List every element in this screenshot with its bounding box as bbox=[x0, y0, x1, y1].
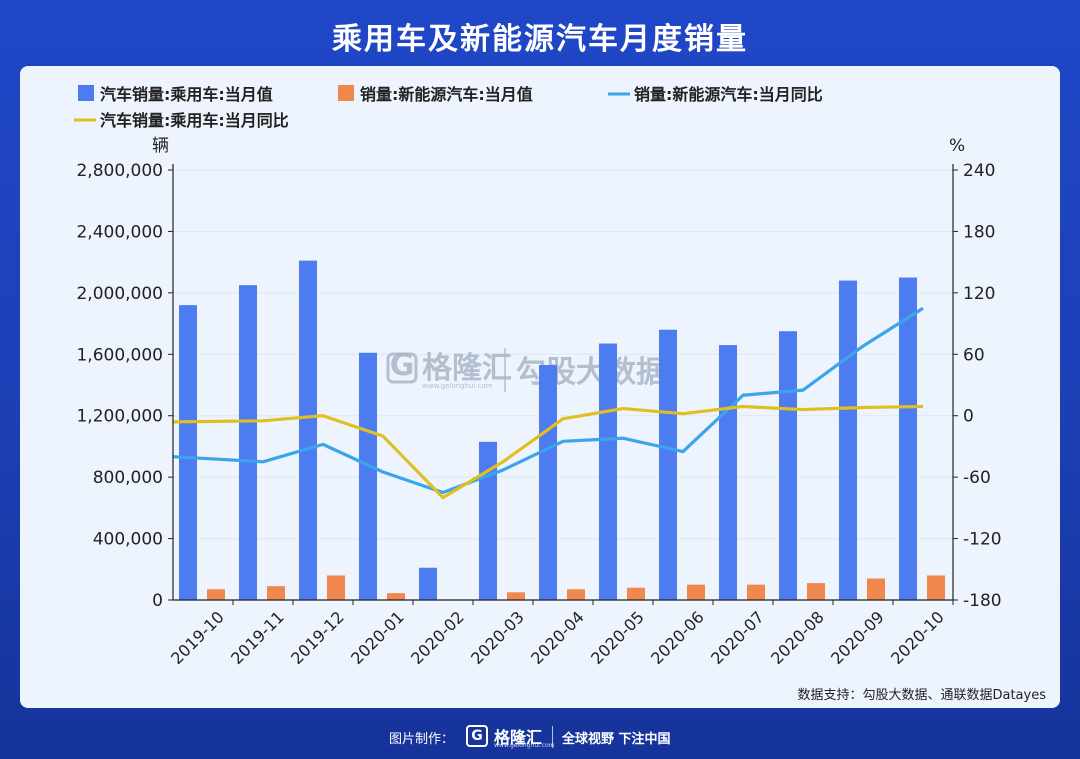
bar-passenger-sales bbox=[779, 331, 797, 600]
watermark-partner: 勾股大数据 bbox=[516, 355, 666, 390]
legend-label-4: 汽车销量:乘用车:当月同比 bbox=[100, 111, 289, 130]
legend-swatch-1 bbox=[78, 85, 94, 101]
footer-divider bbox=[552, 726, 553, 748]
footer: 图片制作： G 格隆汇 www.gelonghui.com 全球视野 下注中国 bbox=[0, 720, 1080, 754]
bar-passenger-sales bbox=[479, 441, 497, 600]
y-tick-label: 800,000 bbox=[93, 468, 163, 488]
y2-tick-label: 0 bbox=[963, 407, 974, 427]
legend-swatch-2 bbox=[338, 85, 354, 101]
bar-passenger-sales bbox=[239, 285, 257, 600]
y2-tick-label: 180 bbox=[963, 222, 995, 242]
y2-axis-label: % bbox=[949, 136, 965, 156]
y-tick-label: 1,600,000 bbox=[76, 345, 163, 365]
legend-label-3: 销量:新能源汽车:当月同比 bbox=[634, 85, 823, 104]
chart-card: 汽车销量:乘用车:当月值 销量:新能源汽车:当月值 销量:新能源汽车:当月同比汽车销… bbox=[20, 66, 1060, 708]
x-tick-label: 2020-08 bbox=[767, 607, 828, 668]
bar-passenger-sales bbox=[839, 280, 857, 600]
combo-chart: 汽车销量:乘用车:当月值 销量:新能源汽车:当月值 销量:新能源汽车:当月同比汽车销… bbox=[74, 85, 1046, 703]
y2-tick-label: 120 bbox=[963, 284, 995, 304]
bar-nev-sales bbox=[567, 589, 585, 600]
x-tick-label: 2020-06 bbox=[647, 607, 708, 668]
line-nev-yoy bbox=[172, 306, 924, 495]
bar-nev-sales bbox=[867, 578, 885, 600]
y2-tick-label: 240 bbox=[963, 161, 995, 181]
y-tick-label: 2,000,000 bbox=[76, 284, 163, 304]
y-tick-label: 1,200,000 bbox=[76, 407, 163, 427]
source-note: 数据支持：勾股大数据、通联数据Datayes bbox=[797, 688, 1046, 703]
x-tick-label: 2020-05 bbox=[587, 607, 648, 668]
x-tick-label: 2020-01 bbox=[347, 607, 408, 668]
footer-url: www.gelonghui.com bbox=[494, 742, 555, 749]
y2-tick-label: 60 bbox=[963, 345, 985, 365]
bar-passenger-sales bbox=[719, 345, 737, 600]
x-tick-label: 2019-10 bbox=[167, 607, 228, 668]
x-tick-label: 2020-04 bbox=[527, 607, 588, 668]
bar-passenger-sales bbox=[179, 305, 197, 600]
watermark-brand: 格隆汇 bbox=[422, 351, 512, 386]
bar-nev-sales bbox=[747, 584, 765, 600]
y-tick-label: 0 bbox=[152, 591, 163, 611]
y2-tick-label: -60 bbox=[963, 468, 991, 488]
x-tick-label: 2019-12 bbox=[287, 607, 348, 668]
y-tick-label: 400,000 bbox=[93, 530, 163, 550]
bar-passenger-sales bbox=[659, 329, 677, 600]
bar-passenger-sales bbox=[359, 352, 377, 600]
y-tick-label: 2,800,000 bbox=[76, 161, 163, 181]
bar-nev-sales bbox=[507, 592, 525, 600]
bar-passenger-sales bbox=[299, 260, 317, 600]
legend: 汽车销量:乘用车:当月值 销量:新能源汽车:当月值 销量:新能源汽车:当月同比汽车销… bbox=[74, 85, 823, 130]
footer-brand: 格隆汇 bbox=[494, 728, 543, 747]
bar-passenger-sales bbox=[539, 365, 557, 600]
x-tick-label: 2020-07 bbox=[707, 607, 768, 668]
bar-nev-sales bbox=[207, 589, 225, 600]
x-tick-label: 2020-03 bbox=[467, 607, 528, 668]
bar-nev-sales bbox=[327, 575, 345, 600]
bar-nev-sales bbox=[687, 584, 705, 600]
bar-passenger-sales bbox=[419, 567, 437, 600]
footer-credit: 图片制作： bbox=[389, 732, 455, 747]
line-passenger-yoy bbox=[172, 404, 924, 500]
watermark-logo-icon bbox=[386, 352, 418, 384]
y2-tick-label: -120 bbox=[963, 530, 1002, 550]
watermark-logo-letter: G bbox=[390, 348, 415, 383]
y-axis-label: 辆 bbox=[152, 136, 169, 156]
gelonghui-logo-icon: G bbox=[466, 725, 488, 747]
x-tick-label: 2019-11 bbox=[227, 607, 288, 668]
lines bbox=[172, 306, 924, 500]
page-title: 乘用车及新能源汽车月度销量 bbox=[332, 22, 748, 57]
bar-passenger-sales bbox=[599, 343, 617, 600]
bar-nev-sales bbox=[387, 593, 405, 600]
y2-tick-label: -180 bbox=[963, 591, 1002, 611]
bar-nev-sales bbox=[627, 587, 645, 600]
bars bbox=[179, 260, 945, 600]
watermark-url: www.gelonghui.com bbox=[422, 382, 493, 390]
legend-label-2: 销量:新能源汽车:当月值 bbox=[360, 85, 533, 104]
bar-nev-sales bbox=[807, 583, 825, 600]
legend-label-1: 汽车销量:乘用车:当月值 bbox=[100, 85, 273, 104]
x-tick-label: 2020-09 bbox=[827, 607, 888, 668]
y-tick-label: 2,400,000 bbox=[76, 222, 163, 242]
bar-passenger-sales bbox=[899, 277, 917, 600]
bar-nev-sales bbox=[267, 586, 285, 600]
bar-nev-sales bbox=[927, 575, 945, 600]
x-tick-label: 2020-10 bbox=[887, 607, 948, 668]
x-tick-label: 2020-02 bbox=[407, 607, 468, 668]
footer-slogan: 全球视野 下注中国 bbox=[562, 732, 671, 747]
